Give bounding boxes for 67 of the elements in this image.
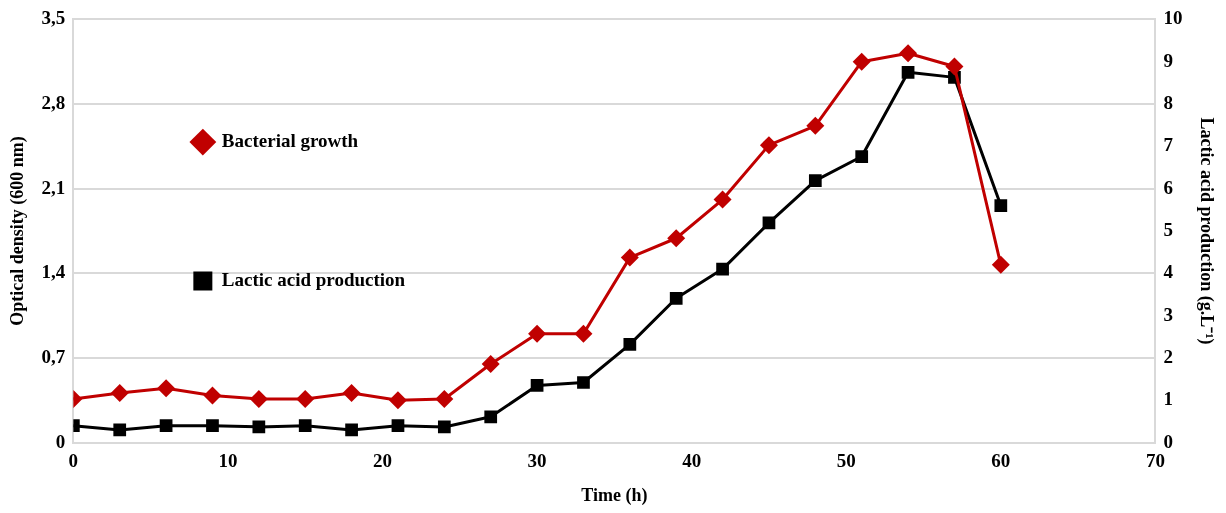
point <box>113 423 127 437</box>
x-tick-label: 30 <box>527 449 547 471</box>
y-tick-label: 1,4 <box>41 261 66 283</box>
y2-tick-label: 10 <box>1163 7 1183 29</box>
point <box>437 420 451 434</box>
x-tick-label: 60 <box>991 449 1011 471</box>
y2-tick-label: 3 <box>1163 303 1173 325</box>
point <box>249 390 268 409</box>
legend-label: Bacterial growth <box>221 130 359 152</box>
point <box>296 390 315 409</box>
x-tick-label: 10 <box>218 449 238 471</box>
y2-tick-label: 7 <box>1163 134 1174 156</box>
point <box>808 174 822 187</box>
x-axis-title: Time (h) <box>581 484 648 506</box>
point <box>716 262 729 276</box>
point <box>157 379 176 398</box>
point <box>159 419 173 433</box>
y-tick-label: 2,1 <box>41 176 66 198</box>
point <box>713 190 732 209</box>
point <box>252 420 266 434</box>
point <box>481 355 500 374</box>
y-tick-label: 3,5 <box>41 7 66 29</box>
point <box>901 65 915 79</box>
point <box>574 324 593 343</box>
point <box>484 410 498 424</box>
point <box>298 419 312 433</box>
x-tick-label: 20 <box>373 449 393 471</box>
point <box>391 419 405 433</box>
y2-tick-label: 4 <box>1163 261 1174 283</box>
point <box>669 291 683 305</box>
point <box>855 150 869 163</box>
y2-axis-title: Lactic acid production (g.L⁻¹) <box>1195 117 1217 345</box>
x-tick-label: 40 <box>682 449 702 471</box>
point <box>435 390 454 409</box>
point <box>206 419 219 433</box>
point <box>991 255 1010 274</box>
point <box>806 116 825 135</box>
point <box>388 391 407 410</box>
y-axis-title: Optical density (600 nm) <box>7 136 29 326</box>
y2-tick-label: 9 <box>1163 49 1173 71</box>
point <box>759 136 778 155</box>
legend-label: Lactic acid production <box>221 269 406 291</box>
y2-tick-label: 8 <box>1163 91 1173 113</box>
point <box>110 384 129 403</box>
point <box>620 248 639 267</box>
point <box>577 376 590 389</box>
y2-tick-label: 6 <box>1163 176 1173 198</box>
point <box>852 52 871 71</box>
point <box>945 57 964 76</box>
point <box>623 338 637 351</box>
point <box>994 199 1008 212</box>
point <box>342 384 361 403</box>
y2-tick-label: 5 <box>1163 218 1173 240</box>
point <box>899 44 918 63</box>
point <box>203 386 222 405</box>
y-tick-label: 2,8 <box>41 91 66 113</box>
x-tick-label: 50 <box>836 449 856 471</box>
y-tick-label: 0 <box>55 430 66 452</box>
point <box>528 324 547 343</box>
point <box>667 229 686 248</box>
x-tick-label: 70 <box>1145 449 1165 471</box>
y2-tick-label: 2 <box>1163 345 1173 367</box>
point <box>345 423 358 437</box>
y-tick-label: 0,7 <box>41 345 66 367</box>
y2-tick-label: 0 <box>1163 430 1173 452</box>
y2-tick-label: 1 <box>1163 388 1173 410</box>
point <box>530 379 544 392</box>
